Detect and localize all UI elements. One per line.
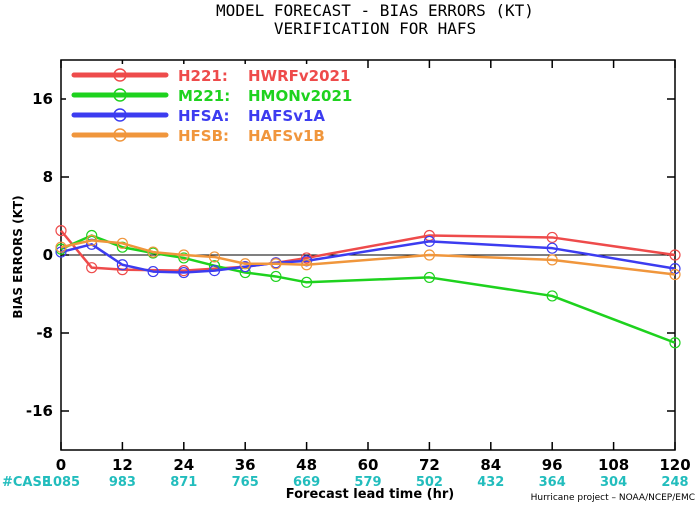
x-tick-label: 60 xyxy=(358,456,379,474)
case-count: 432 xyxy=(477,475,504,490)
series-lines xyxy=(55,225,681,349)
case-count: 579 xyxy=(354,475,381,490)
legend-series-id: HFSB: xyxy=(178,127,229,145)
data-point xyxy=(55,225,67,237)
legend-item: H221: HWRFv2021 xyxy=(71,67,350,85)
data-point xyxy=(239,261,251,273)
data-point xyxy=(546,290,558,302)
data-point xyxy=(669,337,681,349)
legend-marker xyxy=(113,128,127,142)
legend-series-id: HFSA: xyxy=(178,107,230,125)
y-tick-label: 0 xyxy=(43,246,53,264)
x-tick-label: 72 xyxy=(419,456,440,474)
legend-marker xyxy=(113,108,127,122)
data-point xyxy=(86,234,98,246)
legend-item: HFSA: HAFSv1A xyxy=(71,107,325,125)
data-point xyxy=(55,241,67,253)
data-point xyxy=(423,235,435,247)
data-point xyxy=(178,249,190,261)
series-line xyxy=(60,240,676,274)
case-count: 1085 xyxy=(44,475,80,490)
y-tick-label: 16 xyxy=(32,90,53,108)
data-point xyxy=(546,254,558,266)
legend-series-id: H221: xyxy=(178,67,228,85)
legend-series-id: M221: xyxy=(178,87,230,105)
chart-title: MODEL FORECAST - BIAS ERRORS (KT) xyxy=(216,1,534,20)
case-count: 364 xyxy=(539,475,566,490)
data-point xyxy=(116,259,129,271)
x-tick-label: 36 xyxy=(235,456,256,474)
case-count: 765 xyxy=(232,475,259,490)
case-count: 304 xyxy=(600,475,627,490)
legend-item: HFSB: HAFSv1B xyxy=(71,127,325,145)
case-count: 502 xyxy=(416,475,443,490)
data-point xyxy=(116,237,129,249)
x-tick-labels: 0 12 24 36 48 60 72 84 96 108 120 xyxy=(56,60,691,474)
data-point xyxy=(546,242,558,254)
legend: H221: HWRFv2021 M221: HMONv2021 HFSA: HAFSv1A… xyxy=(66,64,366,148)
data-point xyxy=(669,249,681,261)
case-count: 248 xyxy=(661,475,688,490)
legend-marker xyxy=(113,68,127,82)
data-point xyxy=(239,258,251,270)
series-3 xyxy=(55,234,681,281)
x-tick-label: 12 xyxy=(112,456,133,474)
x-tick-label: 108 xyxy=(598,456,629,474)
legend-series-name: HAFSv1B xyxy=(248,127,325,145)
y-tick-label: -16 xyxy=(26,402,53,420)
data-point xyxy=(178,266,190,279)
x-tick-label: 120 xyxy=(659,456,690,474)
data-point xyxy=(147,246,159,258)
data-point xyxy=(301,259,313,271)
legend-series-name: HWRFv2021 xyxy=(248,67,350,85)
data-point xyxy=(270,270,282,283)
case-label: #CASE xyxy=(2,475,51,490)
case-count: 669 xyxy=(293,475,320,490)
data-point xyxy=(270,258,282,270)
data-point xyxy=(208,265,221,277)
x-axis-label: Forecast lead time (hr) xyxy=(286,487,454,502)
legend-marker xyxy=(113,88,127,102)
legend-item: M221: HMONv2021 xyxy=(71,87,352,105)
data-point xyxy=(208,251,221,263)
data-point xyxy=(546,231,558,244)
legend-series-name: HMONv2021 xyxy=(248,87,352,105)
legend-series-name: HAFSv1A xyxy=(248,107,325,125)
x-tick-label: 96 xyxy=(542,456,563,474)
x-tick-label: 0 xyxy=(56,456,66,474)
data-point xyxy=(86,262,98,274)
x-tick-label: 48 xyxy=(296,456,317,474)
y-axis-label: BIAS ERRORS (KT) xyxy=(11,195,25,318)
y-tick-label: -8 xyxy=(36,324,53,342)
data-point xyxy=(423,249,435,261)
data-point xyxy=(301,276,313,288)
case-count: 871 xyxy=(170,475,197,490)
data-point xyxy=(301,252,313,264)
data-point xyxy=(669,268,681,281)
data-point xyxy=(423,271,435,284)
x-tick-label: 24 xyxy=(173,456,194,474)
data-point xyxy=(147,265,159,278)
y-tick-labels: 16 8 0 -8 -16 xyxy=(26,90,675,420)
case-count: 983 xyxy=(109,475,136,490)
x-tick-label: 84 xyxy=(480,456,501,474)
y-tick-label: 8 xyxy=(43,168,53,186)
credit-text: Hurricane project – NOAA/NCEP/EMC xyxy=(531,493,695,503)
data-point xyxy=(178,252,190,264)
chart-subtitle: VERIFICATION FOR HAFS xyxy=(274,19,476,38)
